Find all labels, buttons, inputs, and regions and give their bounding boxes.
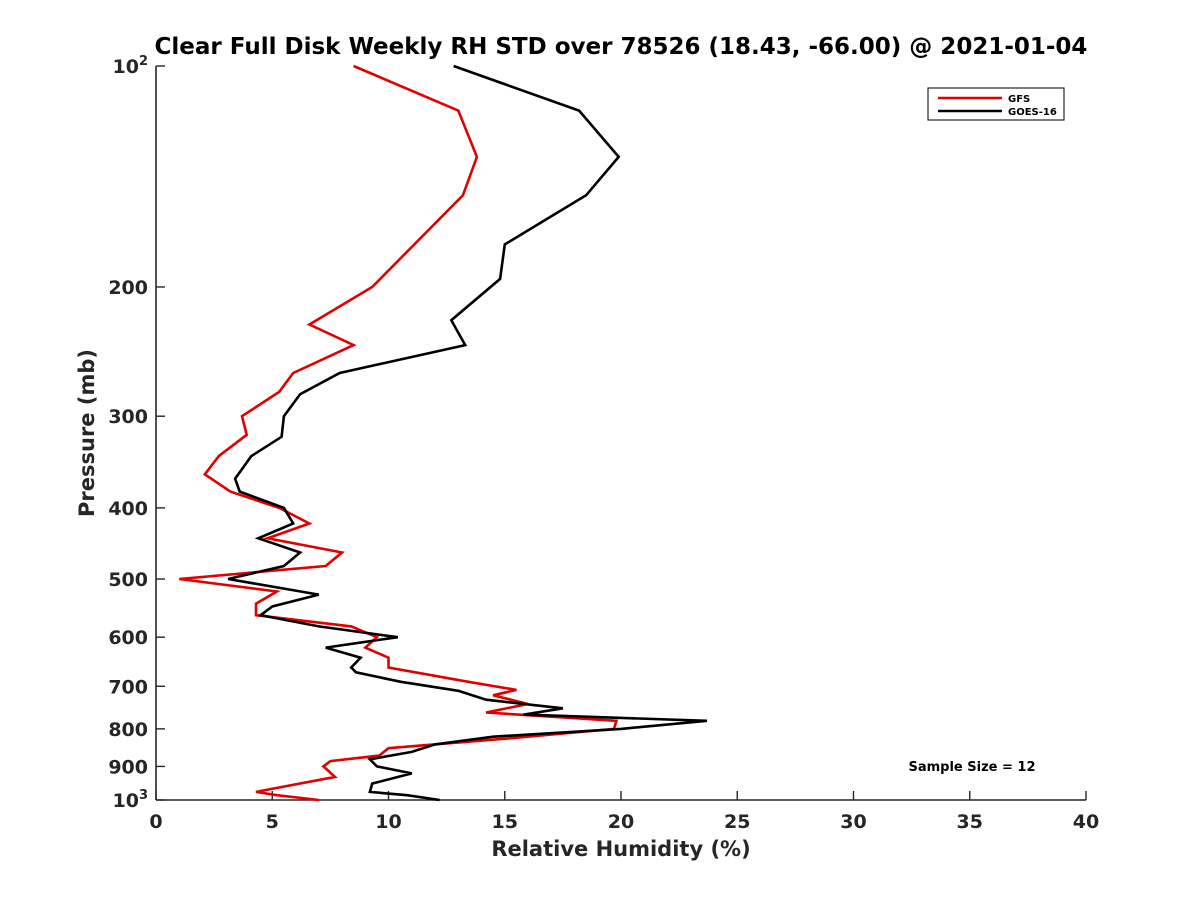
x-tick-label: 0 xyxy=(149,811,162,833)
y-axis-label: Pressure (mb) xyxy=(75,349,99,517)
y-axis-ticks: 102 200 300 400 500 600 700 800 900 103 xyxy=(108,54,165,812)
x-tick-label: 25 xyxy=(724,811,750,833)
y-tick-label: 600 xyxy=(108,627,148,649)
series-line-goes-16 xyxy=(227,64,708,802)
y-tick-label: 102 xyxy=(113,54,149,78)
y-tick-label: 800 xyxy=(108,719,148,741)
chart-title: Clear Full Disk Weekly RH STD over 78526… xyxy=(155,34,1088,60)
y-tick-label: 300 xyxy=(108,406,148,428)
x-tick-label: 30 xyxy=(840,811,866,833)
x-tick-label: 10 xyxy=(375,811,401,833)
y-tick-label: 500 xyxy=(108,569,148,591)
x-tick-label: 35 xyxy=(957,811,983,833)
series-lines xyxy=(179,64,708,802)
y-tick-label: 700 xyxy=(108,676,148,698)
sample-size-annotation: Sample Size = 12 xyxy=(908,760,1035,775)
x-axis-ticks: 0 5 10 15 20 25 30 35 40 xyxy=(149,791,1099,833)
x-axis-label: Relative Humidity (%) xyxy=(491,837,750,861)
x-tick-label: 15 xyxy=(492,811,518,833)
y-tick-label: 400 xyxy=(108,498,148,520)
x-tick-label: 5 xyxy=(266,811,279,833)
series-line-gfs xyxy=(179,64,619,802)
y-tick-label: 200 xyxy=(108,277,148,299)
x-tick-label: 40 xyxy=(1073,811,1099,833)
y-tick-label: 103 xyxy=(113,788,149,812)
legend: GFS GOES-16 xyxy=(927,87,1065,121)
legend-label: GFS xyxy=(1008,94,1030,105)
y-tick-label: 900 xyxy=(108,756,148,778)
legend-label: GOES-16 xyxy=(1008,107,1057,118)
legend-box xyxy=(927,87,1065,121)
x-tick-label: 20 xyxy=(608,811,634,833)
